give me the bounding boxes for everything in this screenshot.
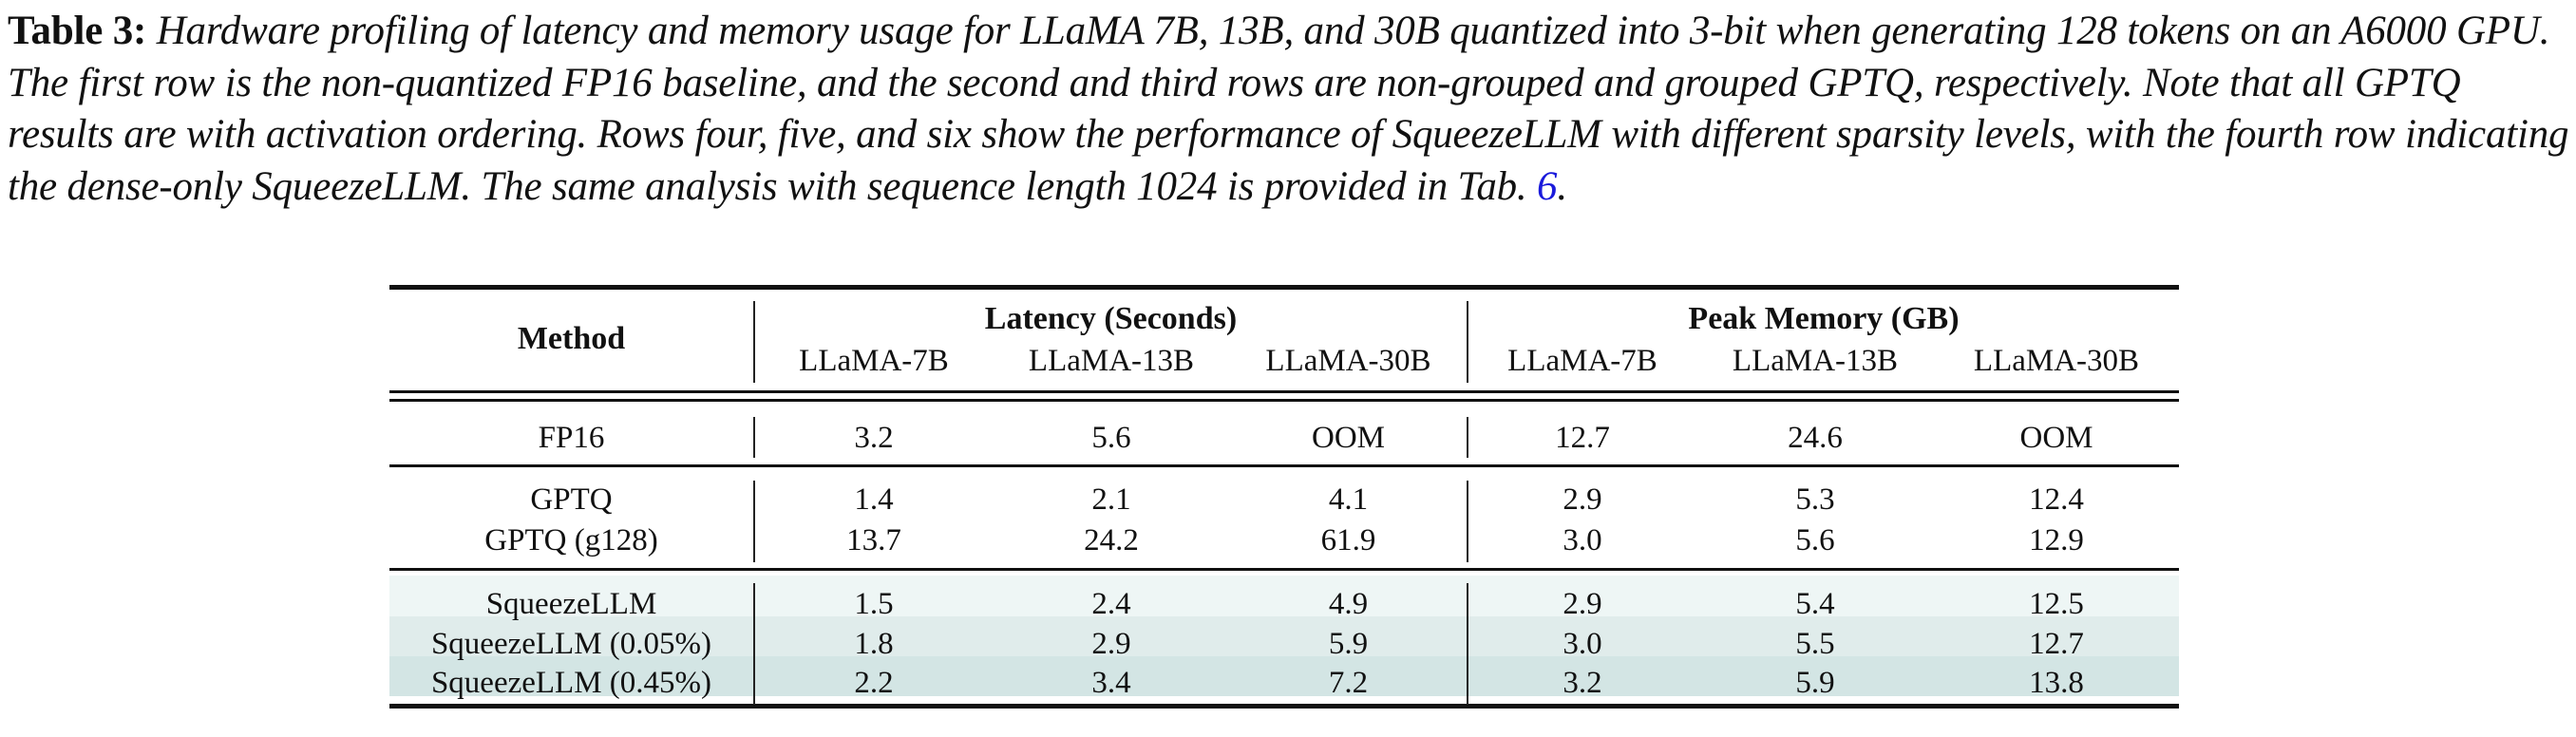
header-latency-7b: LLaMA-7B xyxy=(799,344,949,378)
bottom-rule xyxy=(389,704,2179,709)
cell-latency-13b: 24.2 xyxy=(1084,523,1139,557)
cell-memory-13b: 5.3 xyxy=(1795,482,1835,517)
cell-memory-13b: 5.9 xyxy=(1795,666,1835,700)
header-memory-7b: LLaMA-7B xyxy=(1507,344,1657,378)
cell-method: SqueezeLLM xyxy=(485,587,657,621)
cell-latency-7b: 1.8 xyxy=(854,627,894,661)
cell-memory-30b: 12.5 xyxy=(2029,587,2084,621)
cell-latency-30b: OOM xyxy=(1311,421,1385,455)
column-separator xyxy=(1467,301,1468,383)
cell-memory-30b: OOM xyxy=(2019,421,2093,455)
column-separator xyxy=(753,583,755,705)
cell-latency-7b: 1.5 xyxy=(854,587,894,621)
cell-latency-7b: 1.4 xyxy=(854,482,894,517)
cell-latency-13b: 2.9 xyxy=(1091,627,1131,661)
cell-latency-7b: 2.2 xyxy=(854,666,894,700)
results-table: Method Latency (Seconds) Peak Memory (GB… xyxy=(389,0,2179,737)
header-rule-2 xyxy=(389,399,2179,402)
table-reference-link[interactable]: 6 xyxy=(1537,163,1558,209)
cell-latency-13b: 3.4 xyxy=(1091,666,1131,700)
cell-method: SqueezeLLM (0.05%) xyxy=(430,627,712,661)
cell-memory-13b: 5.4 xyxy=(1795,587,1835,621)
header-latency-13b: LLaMA-13B xyxy=(1028,344,1195,378)
cell-memory-30b: 12.4 xyxy=(2029,482,2084,517)
cell-latency-30b: 5.9 xyxy=(1328,627,1369,661)
header-memory-30b: LLaMA-30B xyxy=(1973,344,2140,378)
cell-latency-30b: 7.2 xyxy=(1328,666,1369,700)
column-separator xyxy=(1467,417,1468,458)
header-rule-1 xyxy=(389,390,2179,393)
cell-memory-30b: 13.8 xyxy=(2029,666,2084,700)
mid-rule-2 xyxy=(389,568,2179,571)
column-separator xyxy=(753,417,755,458)
caption-end: . xyxy=(1557,163,1567,209)
caption-label: Table 3: xyxy=(8,9,147,53)
table-caption: Table 3: Hardware profiling of latency a… xyxy=(8,6,2572,213)
header-latency-30b: LLaMA-30B xyxy=(1265,344,1431,378)
column-separator xyxy=(1467,583,1468,705)
cell-memory-13b: 5.5 xyxy=(1795,627,1835,661)
column-separator xyxy=(1467,481,1468,562)
row-shade-3 xyxy=(389,656,2179,696)
cell-latency-30b: 4.1 xyxy=(1328,482,1369,517)
cell-memory-13b: 24.6 xyxy=(1788,421,1843,455)
top-rule xyxy=(389,285,2179,290)
cell-memory-7b: 2.9 xyxy=(1563,587,1602,621)
cell-memory-30b: 12.9 xyxy=(2029,523,2084,557)
cell-latency-30b: 4.9 xyxy=(1328,587,1369,621)
cell-latency-7b: 13.7 xyxy=(846,523,901,557)
column-separator xyxy=(753,481,755,562)
cell-latency-13b: 2.1 xyxy=(1091,482,1131,517)
cell-memory-7b: 12.7 xyxy=(1555,421,1610,455)
row-shade-2 xyxy=(389,616,2179,656)
header-memory-group: Peak Memory (GB) xyxy=(1688,301,1960,336)
cell-memory-7b: 3.0 xyxy=(1563,627,1602,661)
mid-rule-1 xyxy=(389,464,2179,467)
cell-memory-7b: 3.0 xyxy=(1563,523,1602,557)
cell-latency-13b: 2.4 xyxy=(1091,587,1131,621)
row-shade-1 xyxy=(389,576,2179,616)
cell-method: SqueezeLLM (0.45%) xyxy=(430,666,712,700)
cell-memory-30b: 12.7 xyxy=(2029,627,2084,661)
cell-latency-30b: 61.9 xyxy=(1320,523,1376,557)
cell-memory-13b: 5.6 xyxy=(1795,523,1835,557)
cell-latency-13b: 5.6 xyxy=(1091,421,1131,455)
cell-method: GPTQ (g128) xyxy=(484,523,658,557)
header-memory-13b: LLaMA-13B xyxy=(1732,344,1899,378)
cell-memory-7b: 2.9 xyxy=(1563,482,1602,517)
header-latency-group: Latency (Seconds) xyxy=(984,301,1238,336)
cell-method: FP16 xyxy=(538,421,605,455)
cell-latency-7b: 3.2 xyxy=(854,421,894,455)
caption-text: Hardware profiling of latency and memory… xyxy=(8,9,2569,209)
cell-method: GPTQ xyxy=(530,482,613,517)
column-separator xyxy=(753,301,755,383)
header-method: Method xyxy=(517,321,626,356)
cell-memory-7b: 3.2 xyxy=(1563,666,1602,700)
